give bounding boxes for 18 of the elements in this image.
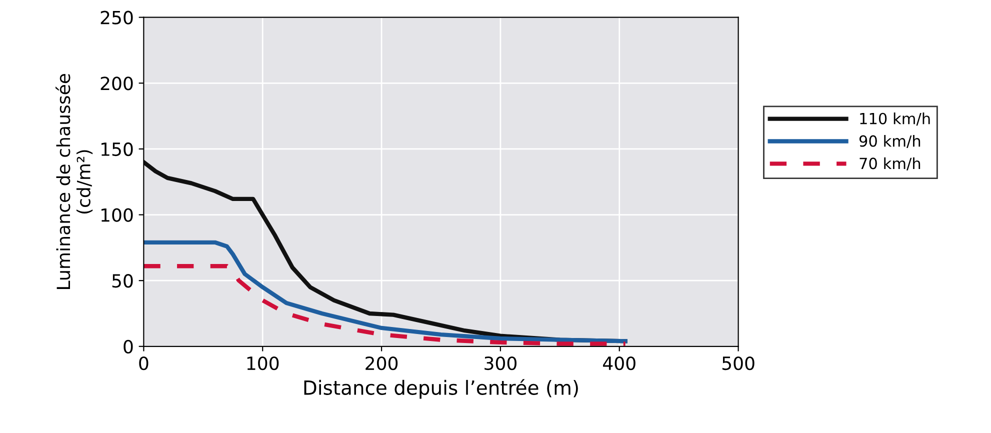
x-tick-label: 0 (139, 356, 148, 370)
x-tick-label: 300 (484, 356, 516, 370)
x-axis-title: Distance depuis l’entrée (m) (304, 379, 578, 399)
y-axis-title: Luminance de chaussée (cd/m²) (56, 74, 93, 289)
y-tick-label: 200 (100, 76, 133, 90)
legend-label: 70 km/h (860, 157, 920, 170)
legend-label: 110 km/h (860, 112, 930, 126)
y-tick-label: 100 (101, 208, 133, 222)
x-tick-label: 400 (603, 356, 636, 370)
legend-label: 90 km/h (859, 134, 920, 148)
y-tick-label: 0 (124, 340, 133, 354)
y-tick-label: 50 (112, 274, 133, 288)
y-tick-label: 250 (100, 10, 133, 24)
line-series (144, 240, 628, 344)
y-tick-label: 150 (101, 142, 133, 156)
x-tick-label: 500 (722, 356, 754, 370)
x-tick-label: 100 (247, 356, 279, 370)
x-tick-label: 200 (366, 356, 398, 370)
